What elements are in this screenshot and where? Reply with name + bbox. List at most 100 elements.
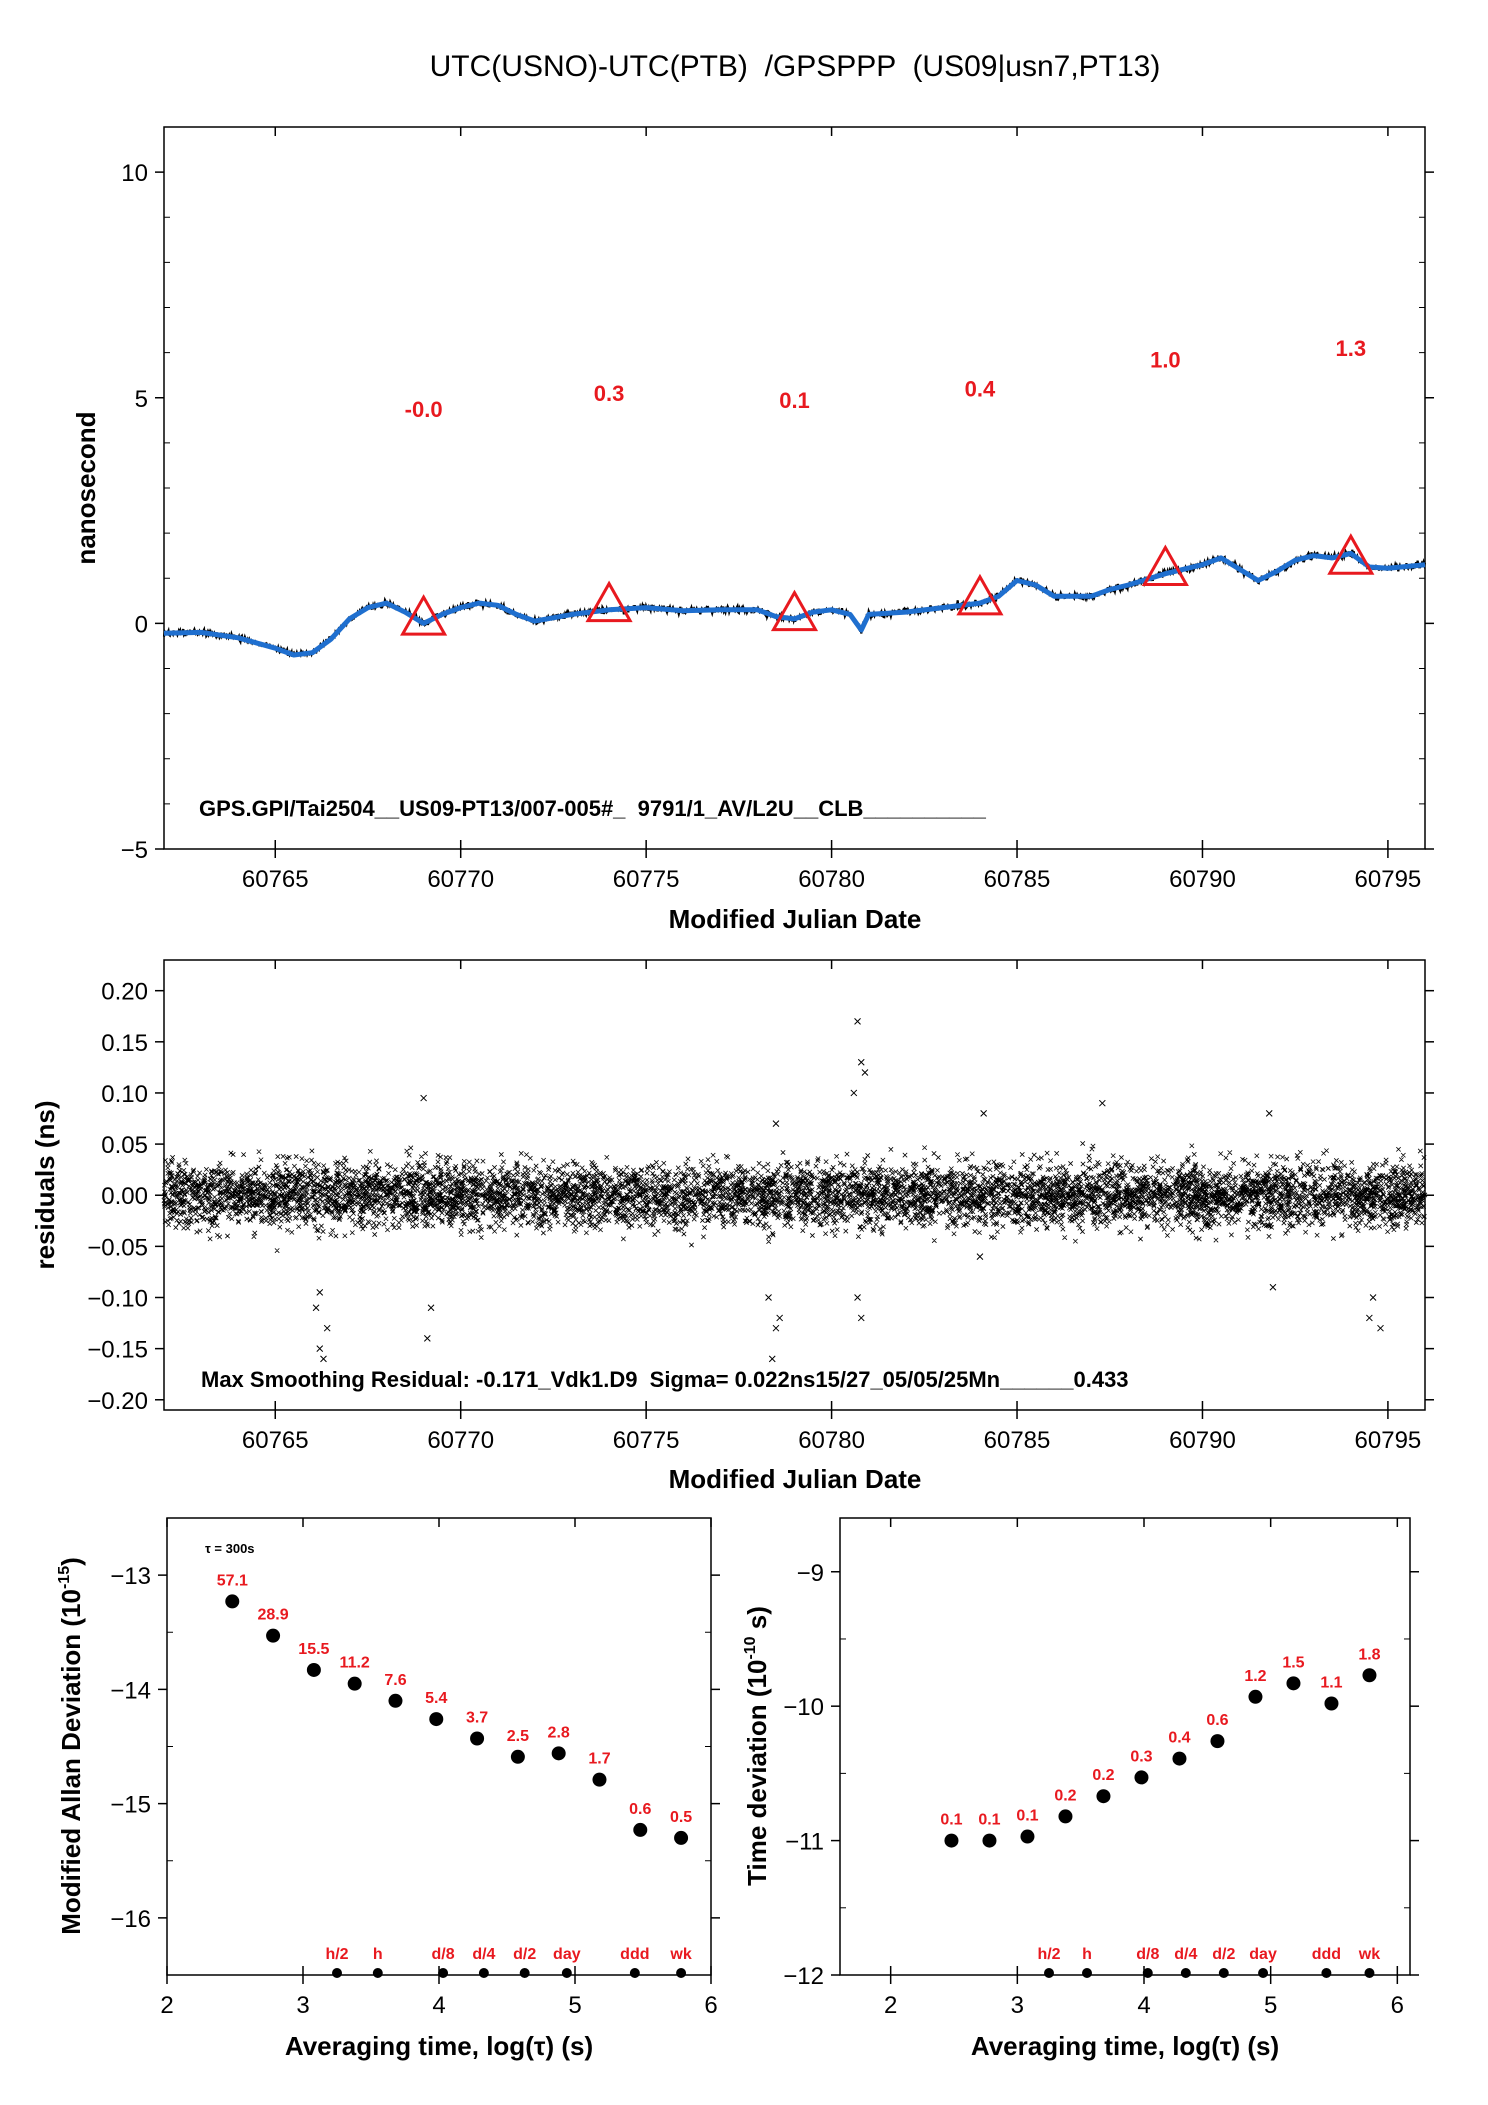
x-tick-label: 60775 [613, 1427, 680, 1454]
y-tick-label: −5 [121, 837, 148, 864]
time-marker-dot [561, 1968, 572, 1978]
x-tick-label: 2 [884, 1992, 897, 2019]
deviation-point-label: 2.8 [548, 1724, 570, 1741]
deviation-point [1210, 1734, 1225, 1749]
deviation-point-label: 2.5 [507, 1728, 529, 1745]
residual-outlier-point [772, 1120, 780, 1127]
time-marker-dot [1218, 1968, 1229, 1978]
y-tick-label: 5 [135, 386, 148, 413]
tdev-xlabel: Averaging time, log(τ) (s) [971, 2031, 1279, 2061]
time-marker-label: wk [669, 1946, 691, 1963]
deviation-point [1286, 1676, 1301, 1691]
deviation-point [1324, 1696, 1339, 1711]
residual-outlier-point [980, 1110, 988, 1117]
time-marker-label: day [553, 1946, 581, 1963]
time-marker-label: wk [1358, 1946, 1380, 1963]
deviation-point-label: 1.1 [1320, 1674, 1342, 1691]
time-marker-label: h [1082, 1946, 1092, 1963]
residual-outlier-point [1265, 1110, 1273, 1117]
x-tick-label: 3 [296, 1992, 309, 2019]
offset-series-line [163, 550, 1426, 658]
residual-outlier-point [1269, 1283, 1277, 1291]
y-tick-label: 0.10 [101, 1081, 148, 1108]
deviation-point-label: 0.5 [670, 1809, 692, 1826]
tdev-ylabel-end: s) [742, 1606, 772, 1636]
deviation-point [266, 1628, 281, 1643]
time-marker-label: h/2 [1037, 1946, 1060, 1963]
residual-outlier-point [857, 1058, 865, 1066]
x-tick-label: 60775 [613, 866, 680, 893]
tdev-ylabel-main: Time deviation (10 [742, 1660, 772, 1886]
time-marker-dot [438, 1968, 449, 1978]
deviation-point-label: 0.3 [1130, 1748, 1152, 1765]
tdev-plot-frame [839, 1517, 1411, 1976]
time-marker-dot [1082, 1968, 1092, 1978]
residual-points-cloud [161, 1141, 1428, 1254]
deviation-point-label: 0.1 [978, 1812, 1000, 1829]
deviation-point [388, 1693, 403, 1708]
deviation-point-label: 0.6 [629, 1801, 651, 1818]
residual-outlier-point [772, 1324, 780, 1332]
time-marker-dot [1364, 1968, 1375, 1978]
deviation-point [347, 1676, 362, 1691]
deviation-point [633, 1822, 648, 1837]
deviation-point [674, 1830, 689, 1845]
residual-outlier-point [976, 1253, 984, 1260]
tdev-ylabel: Time deviation (10-10 s) [742, 1606, 772, 1886]
offset-ylabel: nanosecond [71, 411, 101, 564]
x-tick-label: 60790 [1169, 1427, 1236, 1454]
deviation-point-label: 0.6 [1206, 1712, 1228, 1729]
y-tick-label: −16 [110, 1906, 151, 1933]
time-marker-label: h/2 [325, 1946, 348, 1963]
x-tick-label: 60770 [427, 1427, 494, 1454]
y-tick-label: 0.20 [101, 979, 148, 1006]
deviation-point [1134, 1770, 1149, 1785]
deviation-point-label: 0.1 [1016, 1808, 1038, 1825]
y-tick-label: 0.15 [101, 1030, 148, 1057]
y-tick-label: 0.00 [101, 1183, 148, 1210]
x-tick-label: 60765 [242, 866, 309, 893]
deviation-point-label: 1.2 [1244, 1668, 1266, 1685]
deviation-point [982, 1833, 997, 1848]
y-tick-label: −15 [110, 1792, 151, 1819]
deviation-point [1020, 1829, 1035, 1844]
mdev-ylabel-end: ) [56, 1557, 86, 1566]
residual-outlier-point [1369, 1294, 1377, 1301]
deviation-point-label: 0.1 [940, 1812, 962, 1829]
offset-marker-triangle [1141, 544, 1189, 586]
time-marker-label: d/8 [432, 1946, 455, 1963]
x-tick-label: 60795 [1355, 1427, 1422, 1454]
offset-panel: 60765 60770 60775 60780 60785 60790 60795 −5 0 5 1… [71, 126, 1434, 934]
deviation-point-label: 1.7 [588, 1751, 610, 1768]
y-tick-label: −0.20 [87, 1388, 148, 1415]
tdev-ylabel-exp: -10 [742, 1636, 759, 1659]
offset-marker-triangle [585, 580, 633, 623]
time-marker-dot [629, 1968, 640, 1978]
y-tick-label: 10 [121, 160, 148, 187]
mdev-ylabel-exp: -15 [56, 1566, 73, 1589]
residuals-annotation: Max Smoothing Residual: -0.171_Vdk1.D9 S… [201, 1367, 1129, 1392]
deviation-point [1096, 1789, 1111, 1804]
deviation-point [306, 1662, 321, 1677]
offset-marker-label: 0.3 [594, 381, 625, 406]
time-marker-dot [676, 1968, 687, 1978]
y-tick-label: −11 [785, 1829, 824, 1856]
deviation-point [510, 1749, 525, 1764]
deviation-point [470, 1731, 485, 1746]
mdev-plot-frame [166, 1517, 712, 1976]
x-tick-label: 5 [1264, 1992, 1277, 2019]
time-marker-dot [1142, 1968, 1153, 1978]
residuals-panel: 60765 60770 60775 60780 60785 60790 60795 −0.20… [30, 959, 1434, 1494]
offset-xlabel: Modified Julian Date [669, 904, 922, 934]
x-tick-label: 60765 [242, 1427, 309, 1454]
offset-marker-label: -0.0 [405, 397, 443, 422]
deviation-point [592, 1772, 607, 1787]
time-marker-label: h [373, 1946, 383, 1963]
residuals-xlabel: Modified Julian Date [669, 1464, 922, 1494]
mdev-panel: 2 3 4 5 6 −16 −15 −14 −13 57.1 28.9 15.5 11.2 7.6 5.4… [56, 1517, 720, 2061]
x-tick-label: 6 [1391, 1992, 1404, 2019]
residual-outlier-point [323, 1324, 331, 1332]
x-tick-label: 60785 [984, 866, 1051, 893]
y-tick-label: 0.05 [101, 1132, 148, 1159]
